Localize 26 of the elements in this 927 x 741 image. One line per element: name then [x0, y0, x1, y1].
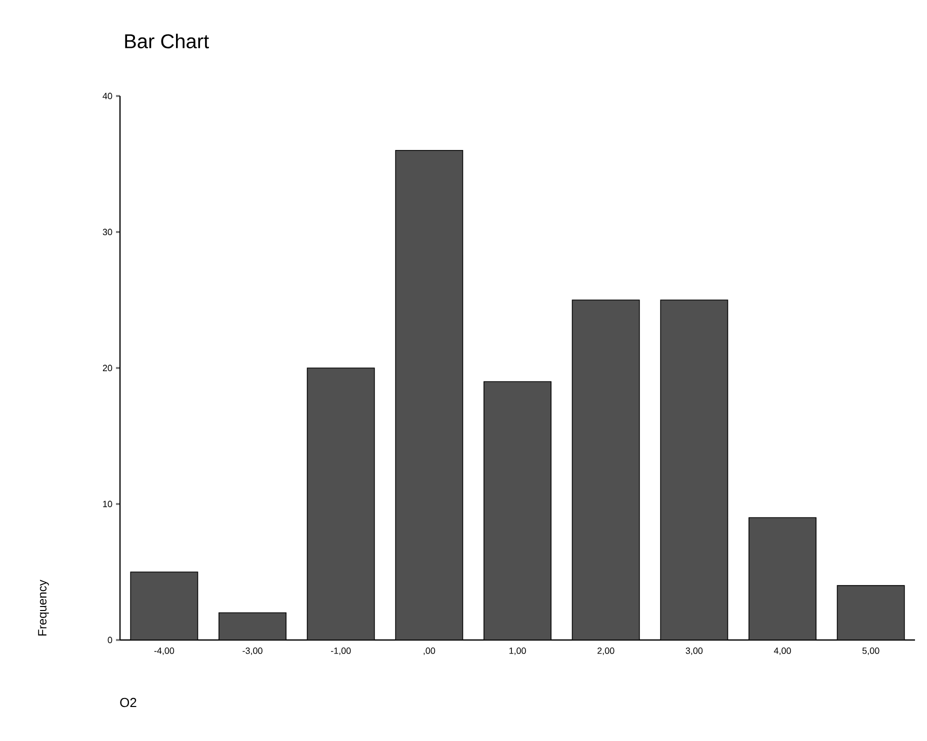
chart-title: Bar Chart	[125, 34, 209, 48]
x-tick-label: 1,00	[509, 648, 526, 655]
bar	[218, 612, 286, 640]
x-tick-label: -4,00	[154, 648, 174, 655]
bar	[484, 381, 552, 640]
x-axis-title: O2	[120, 698, 136, 708]
x-tick-label: 5,00	[862, 648, 880, 655]
y-tick-label: 10	[103, 500, 112, 508]
bar	[306, 368, 375, 640]
x-tick-label: ,00	[424, 648, 436, 655]
x-tick-label: 3,00	[686, 648, 703, 655]
x-tick-label: 4,00	[774, 648, 791, 655]
y-tick-label: 20	[102, 364, 112, 372]
x-tick-label: -3,00	[242, 648, 262, 655]
y-tick-label: 30	[102, 228, 112, 236]
bar	[836, 585, 905, 640]
x-tick-label: -1,00	[330, 648, 351, 655]
bar	[395, 150, 464, 640]
bar	[572, 300, 640, 640]
bar	[748, 517, 816, 640]
y-tick-label: 40	[102, 92, 112, 100]
bar	[660, 300, 728, 640]
bar	[130, 572, 198, 640]
x-tick-label: 2,00	[598, 648, 614, 655]
y-axis-title: Frequency	[38, 580, 49, 636]
y-tick-label: 0	[108, 636, 112, 644]
